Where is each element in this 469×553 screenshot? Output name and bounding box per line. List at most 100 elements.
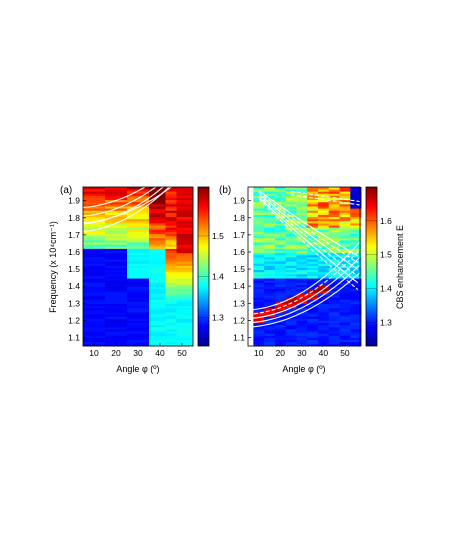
heatmap-cell (318, 271, 330, 275)
heatmap-cell (176, 216, 194, 220)
y-tick-label: 1.6 (68, 247, 80, 257)
heatmap-cell (318, 256, 330, 260)
y-axis-label: Frequency (x 10⁴cm⁻¹) (48, 221, 58, 313)
heatmap-cell (105, 301, 128, 304)
heatmap-cell (176, 278, 194, 281)
heatmap-cell (253, 235, 265, 239)
heatmap-cell (253, 299, 265, 302)
heatmap-cell (176, 246, 194, 249)
heatmap-cell (339, 199, 351, 203)
heatmap-cell (339, 189, 351, 192)
heatmap-cell (296, 276, 308, 279)
heatmap-cell (285, 252, 297, 256)
ridge-curve (258, 189, 359, 257)
heatmap-cell (264, 242, 276, 245)
colorbar-tick-label: 1.4 (212, 272, 224, 282)
heatmap-cell (307, 329, 319, 332)
heatmap-cell (285, 265, 297, 268)
heatmap-cell (165, 282, 177, 285)
heatmap-cell (253, 267, 265, 271)
heatmap-cell (328, 218, 340, 222)
heatmap-cell (328, 329, 340, 332)
heatmap-cell (149, 242, 166, 245)
heatmap-cell (328, 295, 340, 298)
heatmap-cell (264, 220, 276, 224)
heatmap-cell (165, 265, 177, 268)
heatmap-cell (285, 305, 297, 309)
heatmap-cell (253, 284, 265, 288)
heatmap-cell (328, 259, 340, 262)
heatmap-cell (165, 303, 177, 307)
heatmap-cell (296, 195, 308, 198)
heatmap-cell (149, 284, 166, 288)
heatmap-cell (350, 329, 362, 332)
heatmap-cell (307, 278, 319, 281)
heatmap-cell (339, 229, 351, 232)
heatmap-cell (149, 212, 166, 215)
heatmap-cell (339, 261, 351, 264)
y-tick-label: 1.2 (68, 315, 80, 325)
heatmap-cell (274, 225, 287, 228)
heatmap-cell (339, 210, 351, 213)
heatmap-cell (264, 244, 276, 247)
y-tick-label: 1.4 (233, 281, 245, 291)
heatmap-cell (149, 309, 166, 313)
heatmap-cell (165, 206, 177, 209)
heatmap-cell (264, 280, 276, 283)
heatmap-cell (274, 280, 287, 283)
heatmap-cell (253, 242, 265, 245)
heatmap-cell (339, 214, 351, 218)
heatmap-cell (127, 233, 150, 237)
heatmap-cell (165, 288, 177, 292)
heatmap-cell (149, 316, 166, 319)
heatmap-cell (165, 335, 177, 338)
heatmap-cell (296, 318, 308, 321)
heatmap-cell (318, 193, 330, 196)
heatmap-cell (83, 276, 106, 279)
heatmap-cell (253, 252, 265, 256)
heatmap-cell (318, 339, 330, 343)
heatmap-cell (307, 337, 319, 341)
heatmap-cell (127, 290, 150, 294)
heatmap-cell (296, 201, 308, 205)
heatmap-cell (176, 210, 194, 213)
heatmap-cell (253, 212, 265, 215)
y-tick-label: 1.5 (68, 264, 80, 274)
heatmap-cell (296, 233, 308, 237)
y-tick-label: 1.5 (233, 264, 245, 274)
ridge-curve (248, 256, 360, 320)
heatmap-cell (176, 267, 194, 271)
heatmap-cell (165, 223, 177, 226)
heatmap-cell (149, 341, 166, 345)
heatmap-cell (253, 187, 265, 190)
heatmap-cell (318, 301, 330, 304)
heatmap-cell (83, 297, 106, 300)
heatmap-cell (105, 216, 128, 220)
heatmap-cell (350, 278, 362, 281)
heatmap-cell (350, 276, 362, 279)
heatmap-cell (264, 290, 276, 294)
heatmap-cell (274, 320, 287, 324)
heatmap-cell (296, 297, 308, 300)
heatmap-cell (83, 193, 106, 196)
heatmap-cell (339, 329, 351, 332)
heatmap-cell (105, 187, 128, 190)
heatmap-cell (328, 297, 340, 300)
heatmap-cell (307, 286, 319, 290)
heatmap-cell (264, 307, 276, 311)
heatmap-cell (149, 265, 166, 268)
heatmap-cell (165, 244, 177, 247)
heatmap-cell (264, 339, 276, 343)
heatmap-cell (318, 316, 330, 319)
heatmap-cell (339, 191, 351, 194)
y-tick-label: 1.9 (68, 196, 80, 206)
heatmap-cell (285, 339, 297, 343)
ridge-curve (258, 196, 359, 284)
heatmap-cell (318, 267, 330, 271)
heatmap-cell (328, 286, 340, 290)
heatmap-cell (350, 233, 362, 237)
heatmap-cell (350, 227, 362, 230)
heatmap-cell (285, 322, 297, 326)
heatmap-cell (296, 326, 308, 330)
heatmap-cell (105, 278, 128, 281)
